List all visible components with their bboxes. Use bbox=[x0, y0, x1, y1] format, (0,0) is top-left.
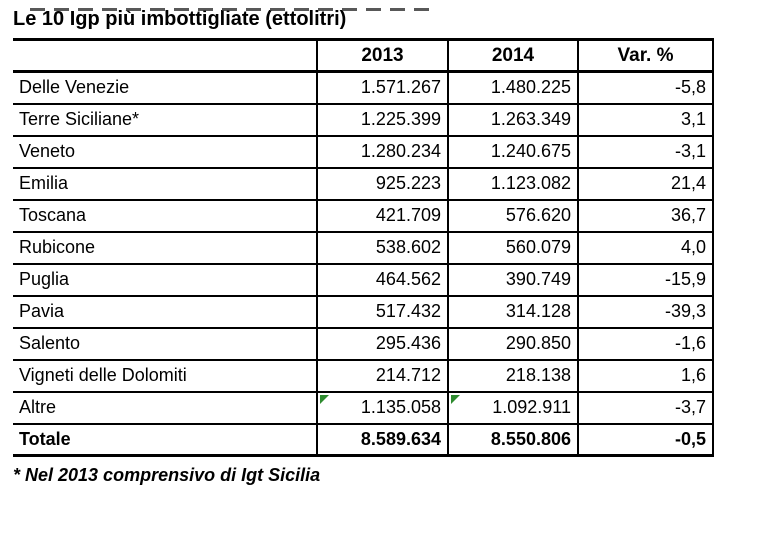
value-var: 21,4 bbox=[577, 167, 714, 201]
table-row: Puglia 464.562 390.749 -15,9 bbox=[13, 263, 714, 297]
value-2014: 1.092.911 bbox=[447, 391, 578, 425]
value-var: -1,6 bbox=[577, 327, 714, 361]
value-2013: 1.135.058 bbox=[316, 391, 448, 425]
page-title: Le 10 Igp più imbottigliate (ettolitri) bbox=[13, 8, 347, 30]
value-2013: 8.589.634 bbox=[316, 423, 448, 457]
table-row: Salento 295.436 290.850 -1,6 bbox=[13, 327, 714, 361]
row-label: Puglia bbox=[13, 263, 317, 297]
cropped-text-artifact bbox=[30, 8, 430, 11]
value-2013: 1.280.234 bbox=[316, 135, 448, 169]
green-flag-icon bbox=[320, 394, 329, 404]
row-label: Salento bbox=[13, 327, 317, 361]
value-2014: 290.850 bbox=[447, 327, 578, 361]
table-row: Veneto 1.280.234 1.240.675 -3,1 bbox=[13, 135, 714, 169]
value-2014: 1.263.349 bbox=[447, 103, 578, 137]
table-row: Terre Siciliane* 1.225.399 1.263.349 3,1 bbox=[13, 103, 714, 137]
value-2014: 218.138 bbox=[447, 359, 578, 393]
value-var: 36,7 bbox=[577, 199, 714, 233]
value-2014: 314.128 bbox=[447, 295, 578, 329]
table-row: Emilia 925.223 1.123.082 21,4 bbox=[13, 167, 714, 201]
table-row: Altre 1.135.058 1.092.911 -3,7 bbox=[13, 391, 714, 425]
table-row: Delle Venezie 1.571.267 1.480.225 -5,8 bbox=[13, 71, 714, 105]
green-flag-icon bbox=[451, 394, 460, 404]
footnote: * Nel 2013 comprensivo di Igt Sicilia bbox=[13, 465, 321, 485]
header-2014: 2014 bbox=[447, 38, 578, 73]
value-var: 4,0 bbox=[577, 231, 714, 265]
row-label: Altre bbox=[13, 391, 317, 425]
table-row: Vigneti delle Dolomiti 214.712 218.138 1,6 bbox=[13, 359, 714, 393]
table-row: Toscana 421.709 576.620 36,7 bbox=[13, 199, 714, 233]
value-2014: 560.079 bbox=[447, 231, 578, 265]
value-var: -39,3 bbox=[577, 295, 714, 329]
table-header: 2013 2014 Var. % bbox=[13, 38, 714, 73]
value-2013: 421.709 bbox=[316, 199, 448, 233]
row-label: Emilia bbox=[13, 167, 317, 201]
value-2014: 1.123.082 bbox=[447, 167, 578, 201]
value-2013: 925.223 bbox=[316, 167, 448, 201]
value-2014: 576.620 bbox=[447, 199, 578, 233]
header-2013: 2013 bbox=[316, 38, 448, 73]
header-empty bbox=[13, 38, 317, 73]
value-2013: 538.602 bbox=[316, 231, 448, 265]
value-2013: 517.432 bbox=[316, 295, 448, 329]
value-var: 3,1 bbox=[577, 103, 714, 137]
row-label: Veneto bbox=[13, 135, 317, 169]
row-label: Rubicone bbox=[13, 231, 317, 265]
row-label: Toscana bbox=[13, 199, 317, 233]
value-2013: 1.571.267 bbox=[316, 71, 448, 105]
value-var: -5,8 bbox=[577, 71, 714, 105]
value-2014: 8.550.806 bbox=[447, 423, 578, 457]
table-row: Pavia 517.432 314.128 -39,3 bbox=[13, 295, 714, 329]
value-var: -15,9 bbox=[577, 263, 714, 297]
value-2014: 1.240.675 bbox=[447, 135, 578, 169]
value-var: -0,5 bbox=[577, 423, 714, 457]
row-label: Totale bbox=[13, 423, 317, 457]
row-label: Delle Venezie bbox=[13, 71, 317, 105]
value-2013: 295.436 bbox=[316, 327, 448, 361]
value-var: 1,6 bbox=[577, 359, 714, 393]
row-label: Pavia bbox=[13, 295, 317, 329]
value-2013: 464.562 bbox=[316, 263, 448, 297]
igp-bottling-table: 2013 2014 Var. % Delle Venezie 1.571.267 1… bbox=[13, 38, 714, 457]
value-var: -3,1 bbox=[577, 135, 714, 169]
value-2013: 214.712 bbox=[316, 359, 448, 393]
value-2013: 1.225.399 bbox=[316, 103, 448, 137]
table-row: Rubicone 538.602 560.079 4,0 bbox=[13, 231, 714, 265]
value-var: -3,7 bbox=[577, 391, 714, 425]
value-2014: 390.749 bbox=[447, 263, 578, 297]
value-2014: 1.480.225 bbox=[447, 71, 578, 105]
header-var: Var. % bbox=[577, 38, 714, 73]
row-label: Terre Siciliane* bbox=[13, 103, 317, 137]
table-body: Delle Venezie 1.571.267 1.480.225 -5,8 Terre… bbox=[13, 71, 714, 457]
table-row: Totale 8.589.634 8.550.806 -0,5 bbox=[13, 423, 714, 457]
header-row: 2013 2014 Var. % bbox=[13, 38, 714, 73]
row-label: Vigneti delle Dolomiti bbox=[13, 359, 317, 393]
